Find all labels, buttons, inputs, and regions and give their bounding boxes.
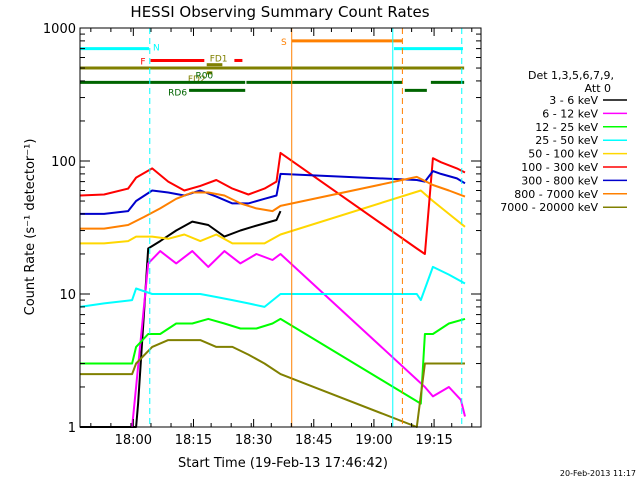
series-line-7000-20000-kev-kev <box>80 339 465 428</box>
legend-entry-label: 7000 - 20000 keV <box>500 201 598 214</box>
plot-frame <box>79 27 482 428</box>
flag-bar-label: FD2 <box>188 75 206 85</box>
series-line-12-25-kev-kev <box>80 317 466 405</box>
y-tick-label: 1 <box>68 421 76 436</box>
x-tick-label: 18:45 <box>295 433 332 448</box>
y-tick-label: 10 <box>59 288 76 303</box>
flag-bar-label: N <box>153 44 160 54</box>
legend-entry-label: 50 - 100 keV <box>528 148 598 161</box>
x-tick-label: 18:30 <box>235 433 272 448</box>
flag-bar-label: S <box>281 38 287 48</box>
legend-entry-label: 25 - 50 keV <box>535 134 598 147</box>
y-tick-label: 100 <box>51 155 76 170</box>
legend-entry-label: 3 - 6 keV <box>549 94 598 107</box>
flag-bar-label: R00 <box>195 71 213 81</box>
series-line-800-7000-kev-kev <box>80 175 466 230</box>
series-line-25-50-kev-kev <box>79 265 466 308</box>
flag-bar-label: F <box>140 57 145 67</box>
x-tick-label: 18:00 <box>115 433 152 448</box>
x-tick-label: 19:00 <box>355 433 392 448</box>
series-line-6-12-kev-kev <box>131 250 466 428</box>
x-tick-label: 18:15 <box>175 433 212 448</box>
legend-entry-label: 6 - 12 keV <box>542 107 598 120</box>
footer-date: 20-Feb-2013 11:17 <box>560 469 636 478</box>
flag-bar-label: FD1 <box>210 55 228 65</box>
legend-header-line-1: Det 1,3,5,6,7,9, <box>528 69 614 82</box>
legend-header-line-2: Att 0 <box>585 82 611 95</box>
x-axis-label: Start Time (19-Feb-13 17:46:42) <box>178 456 388 471</box>
legend-entry-label: 800 - 7000 keV <box>514 188 598 201</box>
legend-entry-label: 12 - 25 keV <box>535 121 598 134</box>
legend-entry-label: 100 - 300 keV <box>521 161 598 174</box>
series-layer <box>79 151 466 428</box>
y-axis-label: Count Rate (s⁻¹ detector⁻¹) <box>23 139 38 316</box>
chart-title: HESSI Observing Summary Count Rates <box>130 3 429 21</box>
y-tick-label: 1000 <box>43 22 76 37</box>
legend-entry-label: 300 - 800 keV <box>521 174 598 187</box>
series-line-50-100-kev-kev <box>80 189 466 245</box>
x-tick-label: 19:15 <box>415 433 452 448</box>
flag-bar-label: RD6 <box>168 88 187 98</box>
axes: 18:00 18:15 18:30 18:45 19:00 19:15 1 10 100 1000 <box>43 22 481 448</box>
